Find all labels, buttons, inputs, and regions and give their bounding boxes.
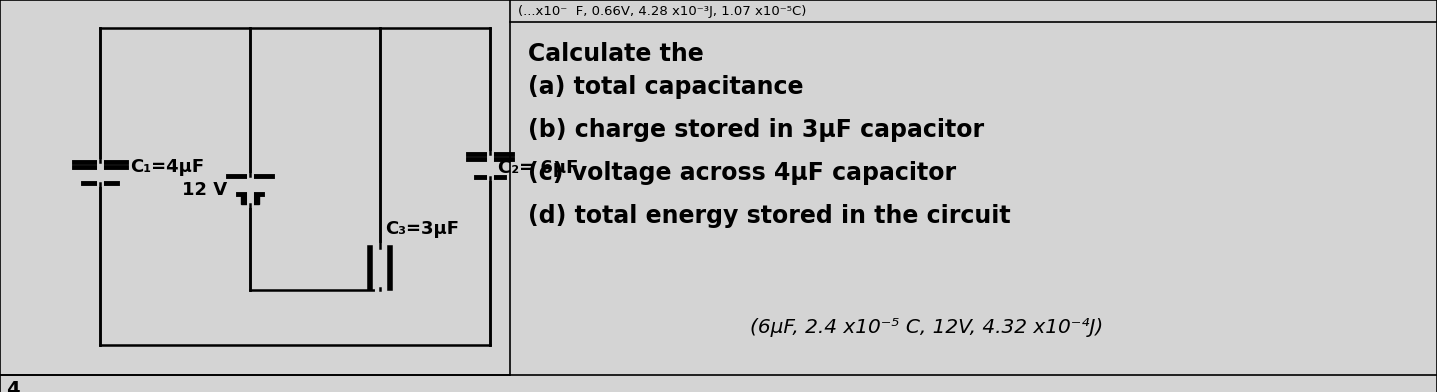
Text: C₃=3μF: C₃=3μF — [385, 220, 458, 238]
Text: C₁=4μF: C₁=4μF — [129, 158, 204, 176]
Text: C₂= 6μF: C₂= 6μF — [499, 159, 578, 177]
Bar — [241, 195, 259, 204]
Text: (a) total capacitance: (a) total capacitance — [527, 75, 803, 99]
Text: (b) charge stored in 3μF capacitor: (b) charge stored in 3μF capacitor — [527, 118, 984, 142]
Text: (c) voltage across 4μF capacitor: (c) voltage across 4μF capacitor — [527, 161, 956, 185]
Text: 4: 4 — [6, 380, 20, 392]
Text: (d) total energy stored in the circuit: (d) total energy stored in the circuit — [527, 204, 1010, 228]
Text: (...x10⁻  F, 0.66V, 4.28 x10⁻³J, 1.07 x10⁻⁵C): (...x10⁻ F, 0.66V, 4.28 x10⁻³J, 1.07 x10… — [517, 4, 806, 18]
Text: 12 V: 12 V — [182, 181, 227, 199]
Text: Calculate the: Calculate the — [527, 42, 704, 66]
Text: (6μF, 2.4 x10⁻⁵ C, 12V, 4.32 x10⁻⁴J): (6μF, 2.4 x10⁻⁵ C, 12V, 4.32 x10⁻⁴J) — [750, 318, 1104, 337]
